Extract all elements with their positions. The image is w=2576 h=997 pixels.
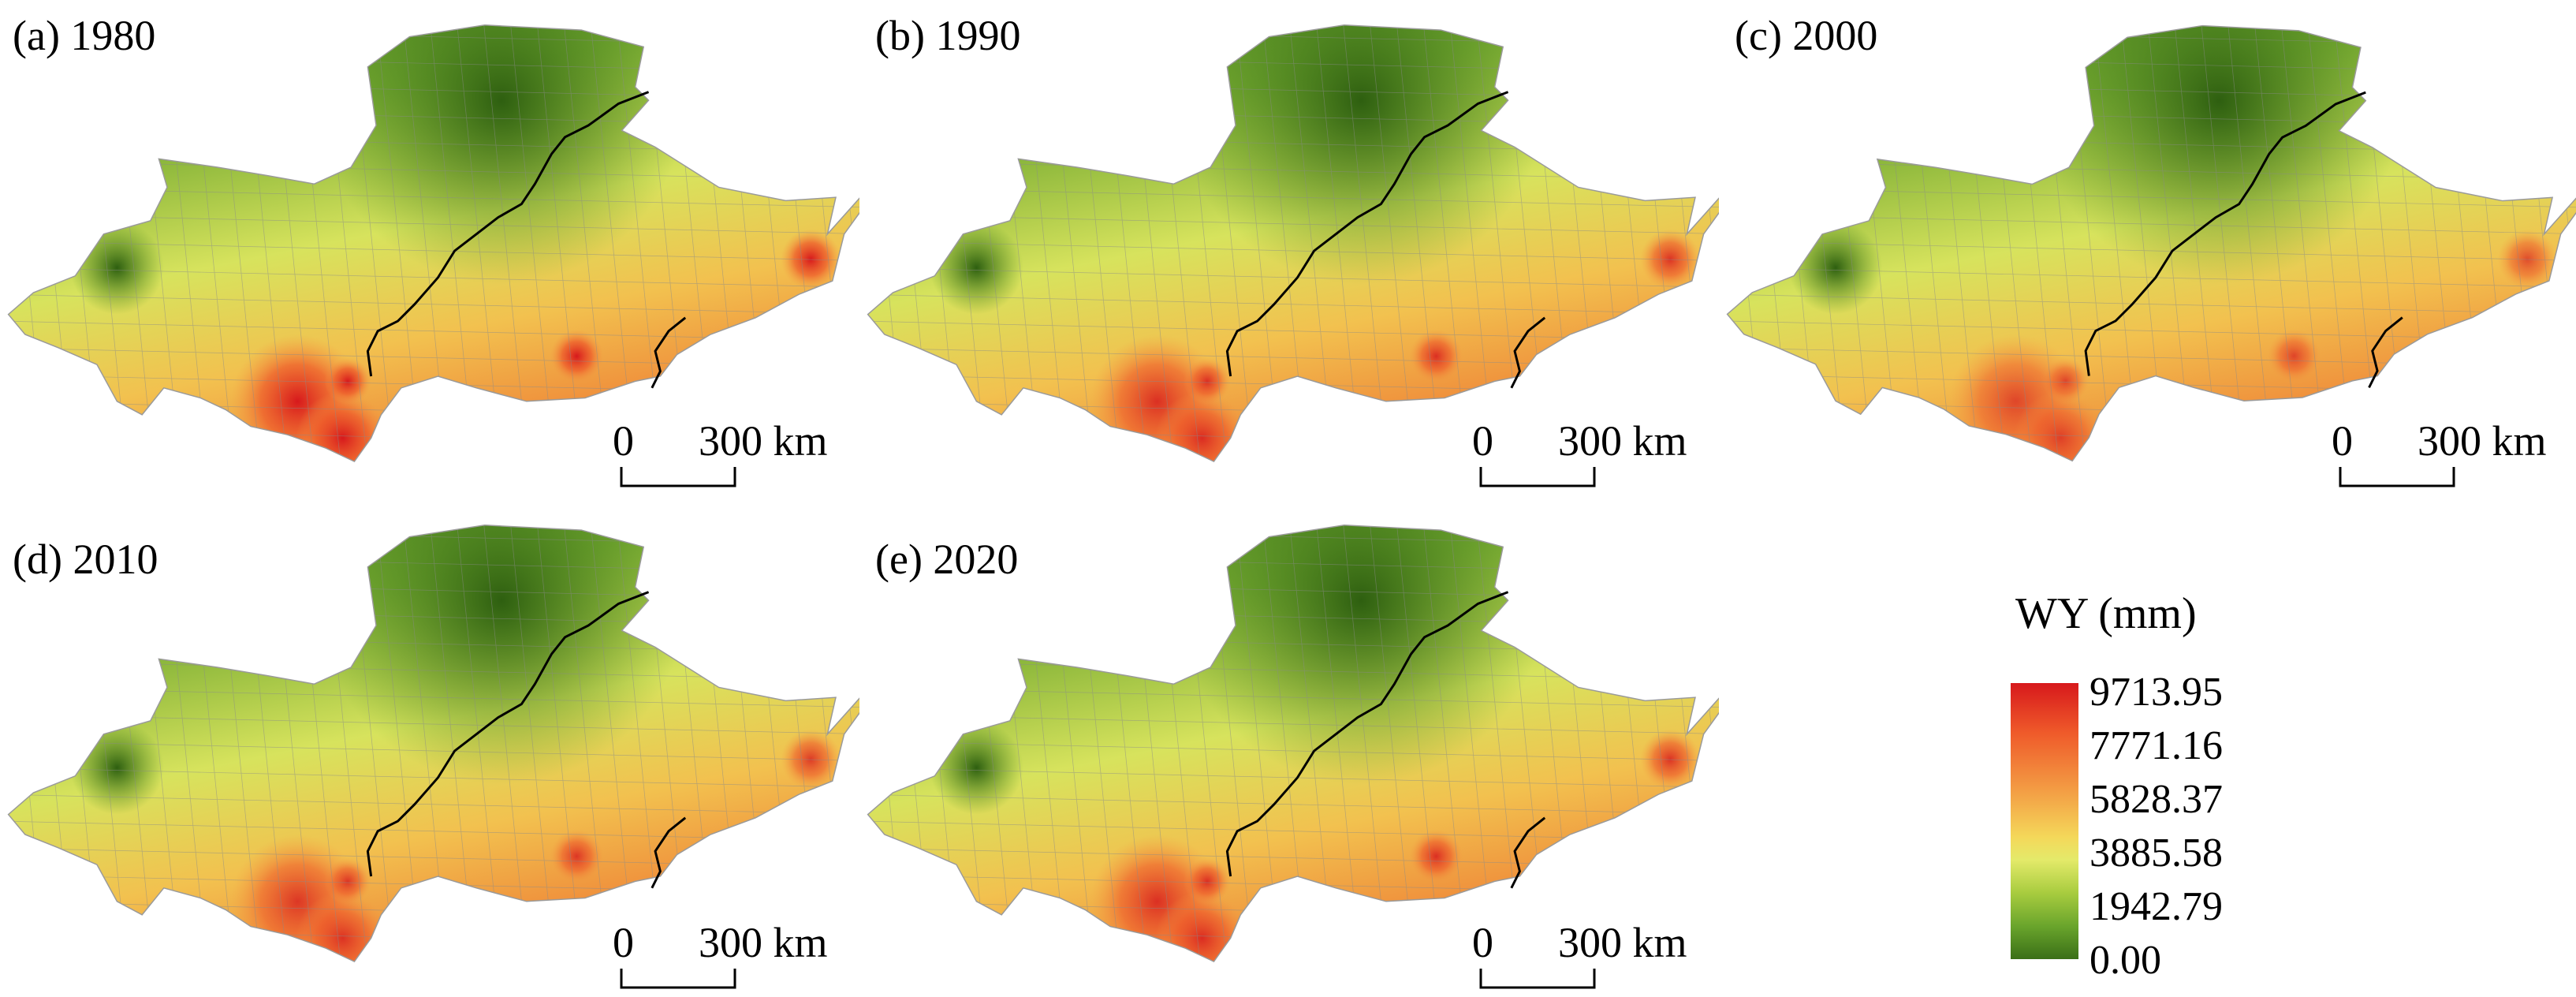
panel-label: (e) 2020	[875, 536, 1019, 583]
low-yield-zone	[930, 720, 1023, 815]
panel-label: (c) 2000	[1735, 12, 1878, 59]
legend-tick-label: 5828.37	[2090, 777, 2223, 822]
scale-bar	[620, 467, 736, 487]
high-yield-hotspot	[2497, 229, 2558, 289]
scale-bar-zero: 0	[613, 919, 634, 966]
scale-bar-distance: 300 km	[1558, 417, 1687, 465]
map-panel-1980: (a) 1980 0 300 km	[0, 0, 859, 497]
low-yield-zone	[1176, 525, 1545, 785]
scale-bar	[1479, 467, 1596, 487]
panel-label: (a) 1980	[13, 12, 156, 59]
basin-outline	[867, 24, 1719, 463]
map-panel-2010: (d) 2010 0 300 km	[0, 500, 859, 997]
legend-tick-label: 0.00	[2090, 938, 2161, 983]
low-yield-zone	[317, 24, 686, 285]
high-yield-hotspot	[2014, 390, 2108, 461]
high-yield-hotspot	[1640, 729, 1701, 790]
scale-bar-zero: 0	[2332, 417, 2353, 465]
region-divide-line	[651, 816, 687, 889]
scale-bar-distance: 300 km	[1558, 919, 1687, 966]
high-yield-hotspot	[1640, 229, 1701, 289]
high-yield-hotspot	[324, 357, 371, 405]
legend-tick-label: 1942.79	[2090, 884, 2223, 929]
region-divide-line	[1510, 316, 1546, 389]
map-legend: WY (mm) 9713.95 7771.16 5828.37 3885.58 …	[2003, 584, 2555, 994]
high-yield-hotspot	[1155, 891, 1249, 962]
legend-tick-label: 7771.16	[2090, 723, 2223, 768]
high-yield-hotspot	[324, 857, 371, 906]
panel-label: (d) 2010	[13, 536, 158, 583]
high-yield-hotspot	[1409, 329, 1463, 383]
high-yield-hotspot	[2042, 357, 2090, 405]
scale-bar	[2339, 467, 2455, 487]
legend-color-ramp	[2011, 683, 2078, 959]
low-yield-zone	[317, 525, 686, 785]
region-divide-line	[1510, 816, 1546, 889]
high-yield-hotspot	[781, 229, 841, 289]
basin-outline	[867, 525, 1719, 963]
legend-title: WY (mm)	[2015, 589, 2197, 638]
low-yield-zone	[70, 220, 164, 315]
map-panel-2020: (e) 2020 0 300 km	[859, 500, 1719, 997]
high-yield-hotspot	[1155, 391, 1249, 462]
high-yield-hotspot	[1184, 357, 1231, 405]
water-yield-map	[7, 525, 859, 963]
panel-label: (b) 1990	[875, 12, 1021, 59]
region-divide-line	[651, 316, 687, 389]
water-yield-map	[867, 525, 1719, 963]
high-yield-hotspot	[296, 891, 390, 962]
high-yield-hotspot	[1184, 857, 1231, 906]
water-yield-map	[7, 24, 859, 463]
low-yield-zone	[2035, 25, 2403, 285]
region-divide-line	[2084, 91, 2366, 376]
water-yield-map	[1726, 24, 2576, 462]
scale-bar-distance: 300 km	[699, 919, 828, 966]
region-divide-line	[366, 591, 650, 877]
basin-outline	[1726, 24, 2576, 462]
low-yield-zone	[930, 220, 1023, 315]
basin-outline	[7, 525, 859, 963]
low-yield-zone	[1176, 24, 1545, 285]
water-yield-map	[867, 24, 1719, 463]
map-panel-2000: (c) 2000 0 300 km	[1719, 0, 2576, 497]
scale-bar-distance: 300 km	[2418, 417, 2547, 465]
high-yield-hotspot	[296, 391, 390, 462]
high-yield-hotspot	[1409, 829, 1463, 883]
region-divide-line	[1225, 591, 1509, 877]
region-divide-line	[1225, 91, 1509, 377]
high-yield-hotspot	[2267, 329, 2321, 383]
scale-bar-zero: 0	[1472, 919, 1493, 966]
map-panel-1990: (b) 1990 0 300 km	[859, 0, 1719, 497]
high-yield-hotspot	[781, 729, 841, 790]
scale-bar-zero: 0	[1472, 417, 1493, 465]
legend-tick-label: 9713.95	[2090, 670, 2223, 715]
high-yield-hotspot	[550, 829, 604, 883]
basin-outline	[7, 24, 859, 463]
scale-bar-distance: 300 km	[699, 417, 828, 465]
scale-bar	[620, 969, 736, 989]
scale-bar-zero: 0	[613, 417, 634, 465]
low-yield-zone	[1788, 220, 1883, 315]
legend-tick-label: 3885.58	[2090, 831, 2223, 876]
low-yield-zone	[70, 720, 164, 815]
region-divide-line	[2368, 316, 2403, 389]
high-yield-hotspot	[550, 329, 604, 383]
region-divide-line	[366, 91, 650, 377]
scale-bar	[1479, 969, 1596, 989]
